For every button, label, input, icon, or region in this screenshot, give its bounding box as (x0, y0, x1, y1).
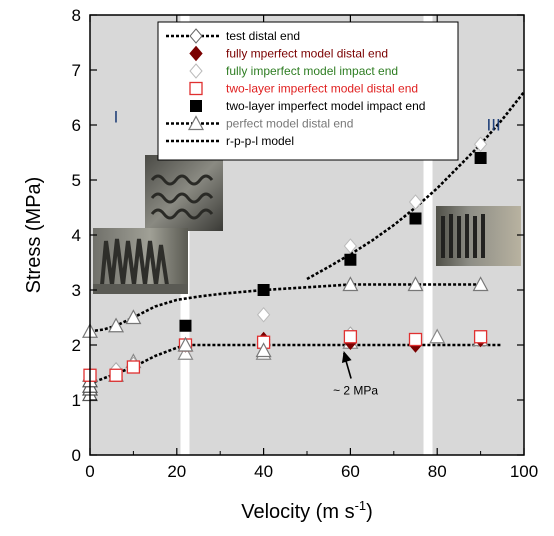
y-tick-label: 6 (72, 116, 81, 135)
y-tick-label: 7 (72, 61, 81, 80)
series-4-point (179, 319, 192, 332)
x-axis-ticks: 0 20 40 60 80 100 (85, 15, 538, 481)
series-3-point (473, 330, 488, 344)
series-4-point (257, 284, 270, 296)
legend-label: test distal end (226, 29, 300, 43)
x-tick-label: 20 (167, 462, 186, 481)
specimen-photo-3 (436, 206, 521, 266)
legend-label: fully imperfect model impact end (226, 64, 398, 78)
legend-symbol (187, 115, 205, 131)
series-2-point (408, 194, 423, 210)
x-axis-label: Velocity (m s-1) (241, 498, 373, 523)
legend-symbol (189, 81, 203, 96)
series-2-point (256, 306, 271, 323)
series-3-point (408, 332, 423, 347)
region-label: I (114, 107, 119, 126)
x-tick-label: 60 (341, 462, 360, 481)
legend-label: two-layer imperfect model distal end (226, 82, 418, 96)
x-axis-label-superscript: -1 (355, 498, 367, 513)
series-3-point (343, 330, 358, 344)
perfect-model-curve (89, 283, 481, 333)
series-4-point (344, 253, 357, 266)
x-tick-label: 80 (428, 462, 447, 481)
legend-box (157, 21, 459, 161)
legend-label: two-layer imperfect model impact end (226, 99, 425, 113)
y-tick-label: 5 (72, 171, 81, 190)
series-5-point (407, 276, 424, 292)
specimen-photo-1 (145, 155, 223, 231)
series-5-point (342, 276, 359, 292)
legend-symbol (189, 45, 203, 62)
annotation-arrowhead (341, 351, 352, 363)
y-tick-label: 3 (72, 281, 81, 300)
legend-symbol (189, 28, 203, 44)
series-2-point (343, 238, 358, 254)
legend-symbol (189, 63, 203, 79)
annotation-text: ~ 2 MPa (333, 384, 378, 398)
series-5-point (125, 309, 142, 325)
series-3-point (126, 360, 141, 374)
y-tick-label: 8 (72, 6, 81, 25)
legend-label: perfect model distal end (226, 117, 353, 131)
perfect-model-point-lower (429, 328, 446, 344)
y-tick-label: 2 (72, 336, 81, 355)
region-label: III (487, 116, 501, 135)
x-tick-label: 40 (254, 462, 273, 481)
specimen-photos (93, 155, 521, 294)
x-tick-label: 0 (85, 462, 94, 481)
series-3-point (109, 368, 123, 382)
series-4-point (409, 212, 422, 225)
x-tick-label: 100 (510, 462, 538, 481)
legend-label: fully mperfect model distal end (226, 47, 388, 61)
white-band-2 (423, 15, 433, 455)
x-axis-label-close: ) (366, 501, 373, 523)
r-p-p-l-curve (89, 343, 503, 385)
y-axis-ticks: 0 1 2 3 4 5 6 7 8 (72, 6, 524, 465)
series-5-point (255, 342, 272, 358)
annotation-2mpa: ~ 2 MPa (333, 351, 378, 398)
series-4-point (474, 152, 487, 164)
series-5-point (177, 336, 194, 352)
y-tick-label: 0 (72, 446, 81, 465)
series-5-point (472, 276, 489, 292)
legend: test distal end fully mperfect model dist… (157, 21, 459, 161)
x-axis-label-main: Velocity (m s (241, 501, 354, 523)
y-tick-label: 1 (72, 391, 81, 410)
series-2-point (473, 136, 488, 153)
legend-label: r-p-p-l model (226, 134, 294, 148)
y-tick-label: 4 (72, 226, 81, 245)
specimen-photo-2 (93, 228, 188, 294)
series-5-point (108, 317, 125, 333)
legend-symbol (190, 100, 202, 112)
y-axis-label: Stress (MPa) (23, 177, 45, 294)
